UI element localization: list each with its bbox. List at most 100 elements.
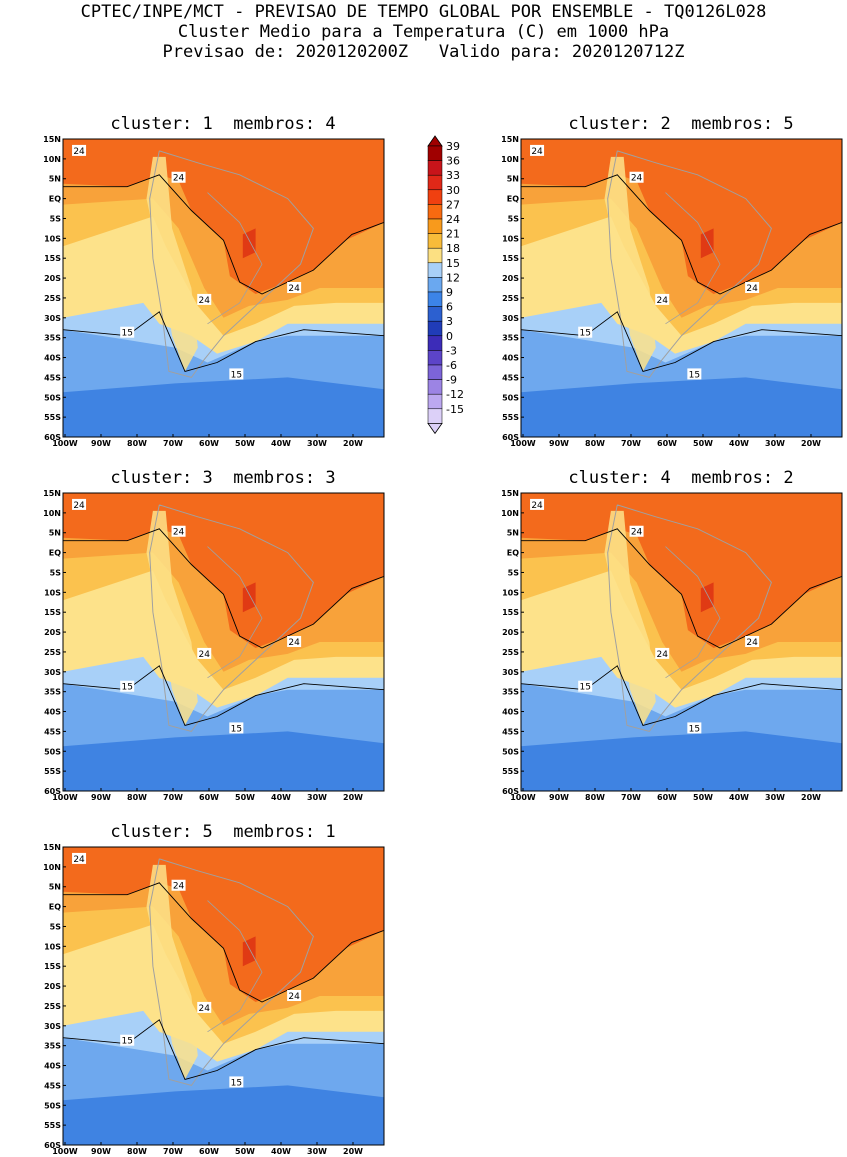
contour-label: 24 xyxy=(73,855,85,865)
lat-label: 50S xyxy=(502,393,519,402)
lat-label: EQ xyxy=(49,549,61,558)
colorbar-cell xyxy=(427,160,443,176)
lat-label: 20S xyxy=(502,274,519,283)
lat-label: 40S xyxy=(44,354,61,363)
lat-label: EQ xyxy=(507,195,519,204)
zone-30 xyxy=(700,582,714,613)
panel-title-1: cluster: 1 membros: 4 xyxy=(110,114,336,134)
lon-label: 100W xyxy=(52,1147,78,1156)
lat-label: 10S xyxy=(502,588,519,597)
contour-label-bg xyxy=(655,293,670,305)
lat-label: 5S xyxy=(50,214,62,223)
contour-label-bg xyxy=(287,636,302,647)
contour-label: 24 xyxy=(746,638,758,648)
contour-label: 15 xyxy=(579,683,590,693)
map-frame xyxy=(62,138,385,438)
colorbar-cell xyxy=(427,247,443,264)
map-panel-4: 24 24 24 24 15 15 15N 10N 5N EQ 5S 10S 15S 20S 25S 30S 3… xyxy=(501,489,843,802)
lat-label: 10S xyxy=(502,234,519,243)
lon-label: 100W xyxy=(52,793,78,802)
coastline xyxy=(149,504,314,732)
lat-label: 5N xyxy=(49,175,61,184)
map-panel-1: 24 24 24 24 15 15 15N 10N 5N EQ 5S 10S 15S 20S 25S 30S 3… xyxy=(43,135,385,448)
contour-label-bg xyxy=(72,144,87,156)
lat-label: 15S xyxy=(44,608,61,617)
lat-label: 5N xyxy=(49,883,61,892)
contour-label: 15 xyxy=(121,329,132,339)
lon-label: 20W xyxy=(801,793,821,802)
lat-label: 55S xyxy=(44,1121,61,1130)
colorbar-label: 18 xyxy=(446,242,460,255)
lat-label: 30S xyxy=(502,668,519,677)
lon-label: 80W xyxy=(127,793,147,802)
colorbar-cell xyxy=(427,350,443,366)
andes-strip xyxy=(604,510,656,726)
lat-label: 10S xyxy=(44,234,61,243)
colorbar-cell xyxy=(427,364,443,380)
contour-label-bg xyxy=(171,171,186,183)
contour-label-bg xyxy=(120,326,135,338)
contour-label: 15 xyxy=(121,1037,132,1047)
contour-label: 24 xyxy=(73,147,85,157)
lon-label: 90W xyxy=(549,439,569,448)
panel-title-4: cluster: 4 membros: 2 xyxy=(568,468,794,488)
lat-label: 10N xyxy=(43,863,61,872)
lon-label: 40W xyxy=(729,439,749,448)
contour-24 xyxy=(521,528,842,649)
contour-label-bg xyxy=(578,680,593,692)
coastline xyxy=(149,858,314,1086)
zone-30 xyxy=(700,228,714,259)
colorbar-label: 33 xyxy=(446,169,460,182)
lon-label: 70W xyxy=(163,793,183,802)
contour-label: 24 xyxy=(531,147,543,157)
colorbar-label: 12 xyxy=(446,271,460,284)
lat-label: 50S xyxy=(44,393,61,402)
lat-label: 15S xyxy=(502,254,519,263)
lon-label: 50W xyxy=(235,793,255,802)
colorbar-label: 3 xyxy=(446,315,453,328)
lat-label: 50S xyxy=(502,747,519,756)
lat-label: 15N xyxy=(501,135,519,144)
lon-label: 20W xyxy=(343,439,363,448)
lat-label: 20S xyxy=(502,628,519,637)
map-panel-2: 24 24 24 24 15 15 15N 10N 5N EQ 5S 10S 15S 20S 25S 30S 3… xyxy=(501,135,843,448)
panel-title-5: cluster: 5 membros: 1 xyxy=(110,822,336,842)
lon-label: 100W xyxy=(510,439,536,448)
contour-label-bg xyxy=(197,647,212,659)
contour-label: 24 xyxy=(657,296,669,306)
lat-label: 45S xyxy=(44,727,61,736)
temperature-field xyxy=(63,139,384,437)
lon-label: 50W xyxy=(693,439,713,448)
lat-label: 55S xyxy=(502,413,519,422)
contour-label: 24 xyxy=(199,296,211,306)
contour-label-bg xyxy=(530,144,545,156)
map-frame xyxy=(520,492,843,792)
lon-label: 30W xyxy=(765,793,785,802)
lon-label: 70W xyxy=(621,439,641,448)
contour-label: 24 xyxy=(199,650,211,660)
contour-label-bg xyxy=(745,282,760,293)
colorbar-label: 30 xyxy=(446,184,460,197)
colorbar-label: 6 xyxy=(446,301,453,314)
temperature-field xyxy=(63,493,384,791)
lon-label: 70W xyxy=(163,1147,183,1156)
colorbar-cell xyxy=(427,174,443,191)
contour-label: 24 xyxy=(531,501,543,511)
lat-label: 5S xyxy=(50,568,62,577)
contour-label: 24 xyxy=(73,501,85,511)
lat-label: 15S xyxy=(44,254,61,263)
lat-label: 25S xyxy=(44,294,61,303)
contour-label-bg xyxy=(287,282,302,293)
colorbar-label: 24 xyxy=(446,213,460,226)
country-border xyxy=(665,192,721,325)
map-frame xyxy=(520,138,843,438)
lat-label: 45S xyxy=(44,373,61,382)
contour-label: 24 xyxy=(288,284,300,294)
contour-label: 24 xyxy=(173,882,185,892)
lat-label: 15S xyxy=(502,608,519,617)
colorbar-cell xyxy=(427,233,443,249)
contour-label-bg xyxy=(229,722,244,734)
panel-title-2: cluster: 2 membros: 5 xyxy=(568,114,794,134)
map-panel-5: 24 24 24 24 15 15 15N 10N 5N EQ 5S 10S 15S 20S 25S 30S 3… xyxy=(43,843,385,1156)
lat-label: 55S xyxy=(44,413,61,422)
